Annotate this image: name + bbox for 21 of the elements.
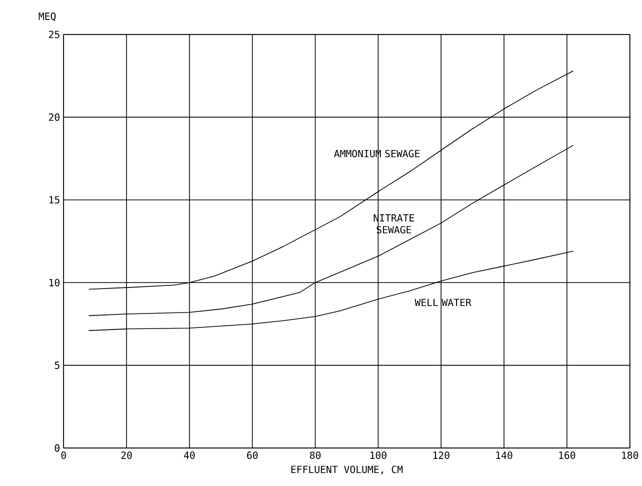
- x-tick-label: 100: [370, 451, 386, 459]
- y-axis-title: MEQ: [38, 12, 56, 21]
- x-tick-label: 160: [559, 451, 576, 459]
- x-tick-label: 140: [496, 451, 512, 459]
- x-tick-label: 20: [121, 451, 132, 459]
- x-tick-label: 120: [433, 451, 450, 459]
- y-tick-label: 5: [54, 361, 60, 369]
- x-tick-label: 180: [622, 451, 638, 459]
- x-axis-title: EFFLUENT VOLUME, CM: [291, 465, 403, 474]
- y-tick-label: 15: [49, 196, 60, 204]
- y-tick-label: 0: [54, 444, 60, 452]
- x-tick-label: 80: [310, 451, 321, 459]
- line-series: [88, 250, 574, 331]
- x-tick-label: 40: [184, 451, 195, 459]
- line-series: [88, 70, 574, 290]
- y-tick-label: 25: [49, 30, 60, 38]
- series-label: WELL WATER: [414, 298, 472, 306]
- x-tick-label: 60: [247, 451, 258, 459]
- y-tick-label: 20: [49, 113, 60, 121]
- x-tick-label: 0: [61, 451, 66, 459]
- y-tick-label: 10: [49, 278, 60, 286]
